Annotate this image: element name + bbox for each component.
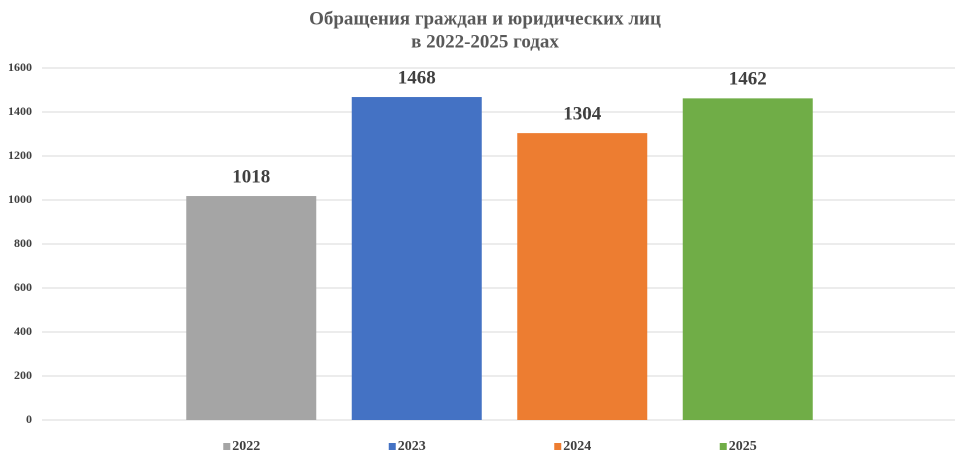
legend-swatch bbox=[719, 443, 727, 450]
y-tick-label: 0 bbox=[26, 412, 32, 426]
y-tick-label: 400 bbox=[14, 324, 32, 338]
chart-title: Обращения граждан и юридических лиц bbox=[309, 8, 661, 29]
value-label: 1468 bbox=[398, 67, 436, 88]
y-tick-label: 1000 bbox=[8, 192, 32, 206]
y-tick-label: 200 bbox=[14, 368, 32, 382]
legend-label: 2022 bbox=[232, 439, 260, 454]
bar bbox=[682, 98, 813, 421]
legend-label: 2023 bbox=[398, 439, 426, 454]
bar bbox=[186, 196, 317, 420]
bar bbox=[517, 133, 648, 420]
value-label: 1304 bbox=[563, 103, 602, 124]
legend-label: 2024 bbox=[563, 439, 591, 454]
chart-title: в 2022-2025 годах bbox=[411, 31, 559, 52]
legend-swatch bbox=[388, 443, 396, 450]
legend-swatch bbox=[554, 443, 562, 450]
bar bbox=[351, 97, 482, 420]
y-tick-label: 1200 bbox=[8, 148, 32, 162]
value-label: 1462 bbox=[729, 69, 767, 90]
y-tick-label: 800 bbox=[14, 236, 32, 250]
y-tick-label: 1600 bbox=[8, 60, 32, 74]
value-label: 1018 bbox=[232, 166, 270, 187]
y-tick-label: 600 bbox=[14, 280, 32, 294]
legend-label: 2025 bbox=[729, 439, 757, 454]
legend-swatch bbox=[223, 443, 231, 450]
y-tick-label: 1400 bbox=[8, 104, 32, 118]
